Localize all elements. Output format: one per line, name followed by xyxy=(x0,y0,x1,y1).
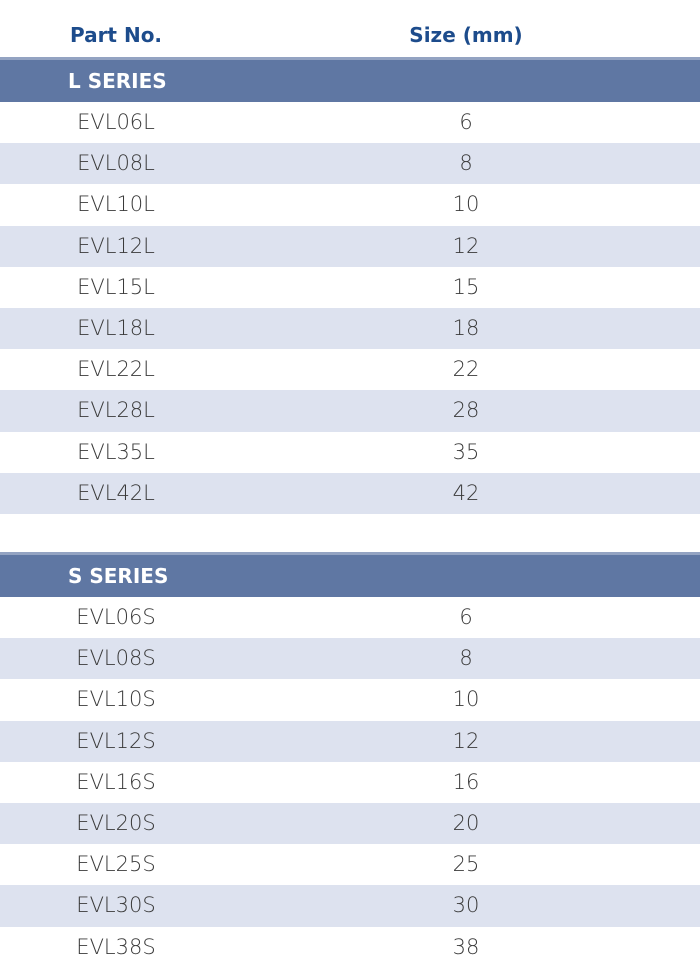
table-row: EVL08S 8 xyxy=(0,638,700,680)
part-no: EVL25S xyxy=(76,852,156,877)
table-row: EVL20S 20 xyxy=(0,803,700,845)
table-row: EVL42L 42 xyxy=(0,472,700,514)
table-row: EVL35L 35 xyxy=(0,432,700,473)
size: 10 xyxy=(452,687,480,712)
header-part-no: Part No. xyxy=(69,23,163,47)
table-row: EVL30S 30 xyxy=(0,885,700,927)
part-no: EVL06S xyxy=(76,605,156,629)
size: 8 xyxy=(459,646,473,671)
part-no: EVL06L xyxy=(77,110,155,134)
size: 42 xyxy=(452,480,480,505)
part-no: EVL30S xyxy=(76,893,156,918)
part-no: EVL35L xyxy=(77,439,155,464)
size: 8 xyxy=(459,151,473,176)
size: 38 xyxy=(452,934,480,959)
table-row: EVL16S 16 xyxy=(0,762,700,803)
size: 22 xyxy=(452,357,480,382)
part-no: EVL28L xyxy=(77,398,155,423)
part-no: EVL42L xyxy=(77,480,155,505)
size: 30 xyxy=(452,893,480,918)
part-no: EVL12S xyxy=(76,728,156,753)
table-row: EVL10L 10 xyxy=(0,184,700,225)
table-row: EVL10S 10 xyxy=(0,679,700,720)
table-row: EVL38S 38 xyxy=(0,927,700,968)
size: 18 xyxy=(452,316,480,340)
table-row: EVL28L 28 xyxy=(0,390,700,432)
size: 25 xyxy=(452,852,480,877)
table-row: EVL22L 22 xyxy=(0,349,700,390)
size: 6 xyxy=(459,110,473,134)
size: 20 xyxy=(452,811,480,835)
size: 15 xyxy=(452,274,480,299)
part-no: EVL38S xyxy=(76,934,156,959)
section-title: L SERIES xyxy=(0,57,700,102)
part-no: EVL18L xyxy=(77,316,155,340)
section-title: S SERIES xyxy=(0,552,700,597)
table-row: EVL18L 18 xyxy=(0,308,700,350)
size: 16 xyxy=(452,769,480,794)
header-size: Size (mm) xyxy=(409,23,523,47)
size: 12 xyxy=(452,728,480,753)
part-no: EVL20S xyxy=(76,811,156,835)
size: 10 xyxy=(452,192,480,217)
table-row: EVL12S 12 xyxy=(0,720,700,762)
size: 28 xyxy=(452,398,480,423)
table-row: EVL12L 12 xyxy=(0,225,700,267)
table-row: EVL08L 8 xyxy=(0,143,700,185)
part-no: EVL12L xyxy=(77,233,155,258)
table-row: EVL25S 25 xyxy=(0,844,700,885)
part-no: EVL15L xyxy=(77,274,155,299)
part-no: EVL10S xyxy=(76,687,156,712)
size: 35 xyxy=(452,439,480,464)
size: 6 xyxy=(459,605,473,629)
table-row: EVL06L 6 xyxy=(0,102,700,143)
part-no: EVL16S xyxy=(76,769,156,794)
part-no: EVL10L xyxy=(77,192,155,217)
table-row: EVL15L 15 xyxy=(0,267,700,308)
part-no: EVL22L xyxy=(77,357,155,382)
table-row: EVL06S 6 xyxy=(0,597,700,638)
part-no: EVL08L xyxy=(77,151,155,176)
size: 12 xyxy=(452,233,480,258)
part-no: EVL08S xyxy=(76,646,156,671)
